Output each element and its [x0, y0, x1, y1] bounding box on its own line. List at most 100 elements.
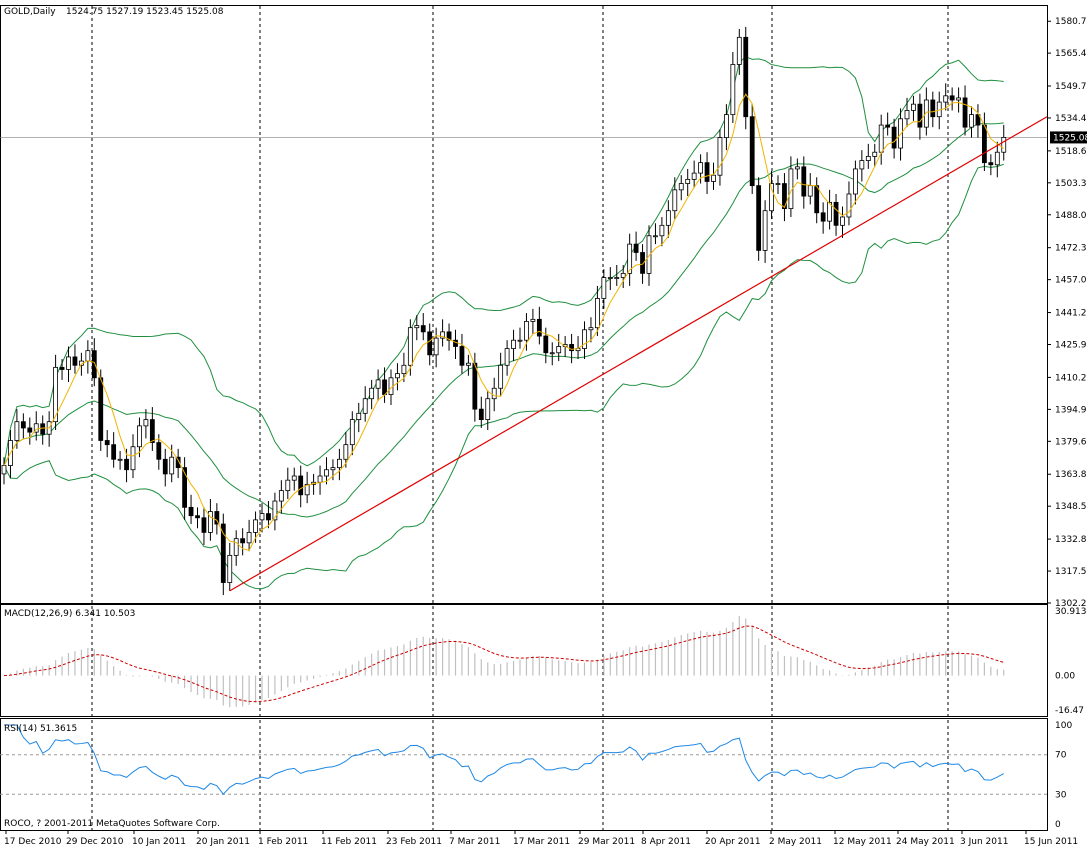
macd-tick-label: 30.913	[1055, 607, 1087, 617]
candle-body	[665, 210, 671, 226]
candle-body	[433, 337, 439, 356]
rsi-line	[4, 724, 1004, 795]
candle-body	[530, 318, 536, 322]
current-price-label: 1525.08	[1053, 133, 1087, 143]
date-tick-label: 2 May 2011	[769, 837, 822, 847]
candle-body	[891, 126, 897, 149]
price-tick-label: 1472.30	[1055, 244, 1087, 254]
candle-body	[620, 272, 626, 278]
candle-body	[278, 490, 284, 502]
date-tick-label: 7 Mar 2011	[449, 837, 500, 847]
candle-body	[569, 343, 574, 352]
date-tick-label: 24 May 2011	[896, 837, 955, 847]
candle-body	[782, 183, 787, 210]
date-tick-label: 12 May 2011	[833, 837, 892, 847]
candle-body	[833, 201, 839, 226]
copyright-label: ROCO, ? 2001-2011 MetaQuotes Software Co…	[4, 819, 220, 829]
candle-body	[356, 412, 362, 420]
price-tick-label: 1394.90	[1055, 405, 1087, 415]
candle-body	[969, 114, 974, 128]
candle-body	[840, 216, 845, 226]
candle-body	[801, 166, 807, 197]
candle-body	[485, 398, 491, 420]
candle-body	[156, 442, 162, 460]
candle-body	[298, 475, 304, 496]
macd-tick-label: -16.47	[1055, 706, 1084, 716]
candle-body	[162, 458, 168, 475]
trendline	[229, 116, 1048, 592]
macd-panel[interactable]	[0, 604, 1048, 717]
candle-body	[994, 151, 1000, 166]
price-tick-label: 1410.20	[1055, 373, 1087, 383]
candle-body	[807, 185, 813, 197]
candle-body	[601, 277, 607, 299]
candle-body	[853, 168, 858, 195]
symbol-label: GOLD,Daily	[4, 7, 56, 17]
candle-body	[614, 277, 620, 279]
candle-body	[111, 444, 117, 460]
date-tick-label: 3 Jun 2011	[960, 837, 1008, 847]
candle-body	[1, 465, 7, 475]
candle-body	[678, 183, 684, 191]
candle-body	[285, 479, 291, 492]
macd-tick-label: 0.00	[1055, 672, 1075, 682]
candle-body	[775, 183, 781, 185]
macd-signal-line	[3, 625, 1004, 703]
candle-body	[859, 160, 865, 170]
date-tick-label: 8 Apr 2011	[641, 837, 691, 847]
candle-body	[124, 458, 129, 471]
candle-body	[427, 331, 433, 356]
candle-body	[266, 513, 271, 521]
candle-body	[214, 511, 220, 525]
candle-body	[440, 331, 446, 339]
candle-body	[117, 458, 123, 461]
price-panel[interactable]	[0, 5, 1048, 604]
candle-body	[324, 469, 329, 477]
candle-body	[33, 423, 39, 433]
candle-body	[317, 475, 323, 483]
candle-body	[672, 189, 678, 212]
candle-body	[930, 99, 936, 118]
candle-body	[736, 36, 742, 65]
candle-body	[91, 350, 97, 379]
candle-body	[349, 419, 355, 446]
candle-body	[827, 201, 832, 222]
candle-body	[762, 210, 768, 251]
bb-lower-line	[3, 163, 1004, 590]
candle-body	[724, 114, 729, 138]
candle-body	[898, 118, 903, 149]
candle-body	[14, 421, 20, 441]
bb-middle-line	[3, 122, 1004, 518]
candle-body	[272, 500, 278, 521]
candle-body	[904, 110, 910, 120]
rsi-layer	[0, 724, 1047, 795]
price-tick-label: 1457.00	[1055, 276, 1087, 286]
candle-body	[407, 327, 413, 366]
candle-body	[549, 352, 555, 355]
candle-body	[865, 155, 871, 161]
current-price-box	[1050, 131, 1087, 144]
macd-layer	[3, 616, 1005, 708]
candle-body	[465, 362, 471, 366]
candle-body	[685, 178, 691, 184]
candle-body	[749, 116, 755, 187]
date-tick-label: 23 Feb 2011	[386, 837, 442, 847]
price-tick-label: 1549.70	[1055, 82, 1087, 92]
candle-body	[240, 538, 246, 544]
candle-body	[220, 523, 226, 583]
candle-body	[40, 423, 46, 435]
rsi-label: RSI(14) 51.3615	[4, 724, 77, 734]
candle-body	[59, 366, 65, 370]
candle-body	[943, 95, 949, 103]
candle-body	[607, 277, 613, 279]
rsi-tick-label: 30	[1055, 790, 1067, 800]
date-tick-label: 20 Apr 2011	[705, 837, 761, 847]
rsi-panel[interactable]	[0, 718, 1048, 831]
candle-body	[233, 538, 239, 556]
price-tick-label: 1565.45	[1055, 49, 1087, 59]
candle-body	[330, 467, 336, 471]
candle-body	[769, 183, 774, 212]
candle-body	[846, 193, 852, 218]
candle-body	[27, 427, 33, 433]
